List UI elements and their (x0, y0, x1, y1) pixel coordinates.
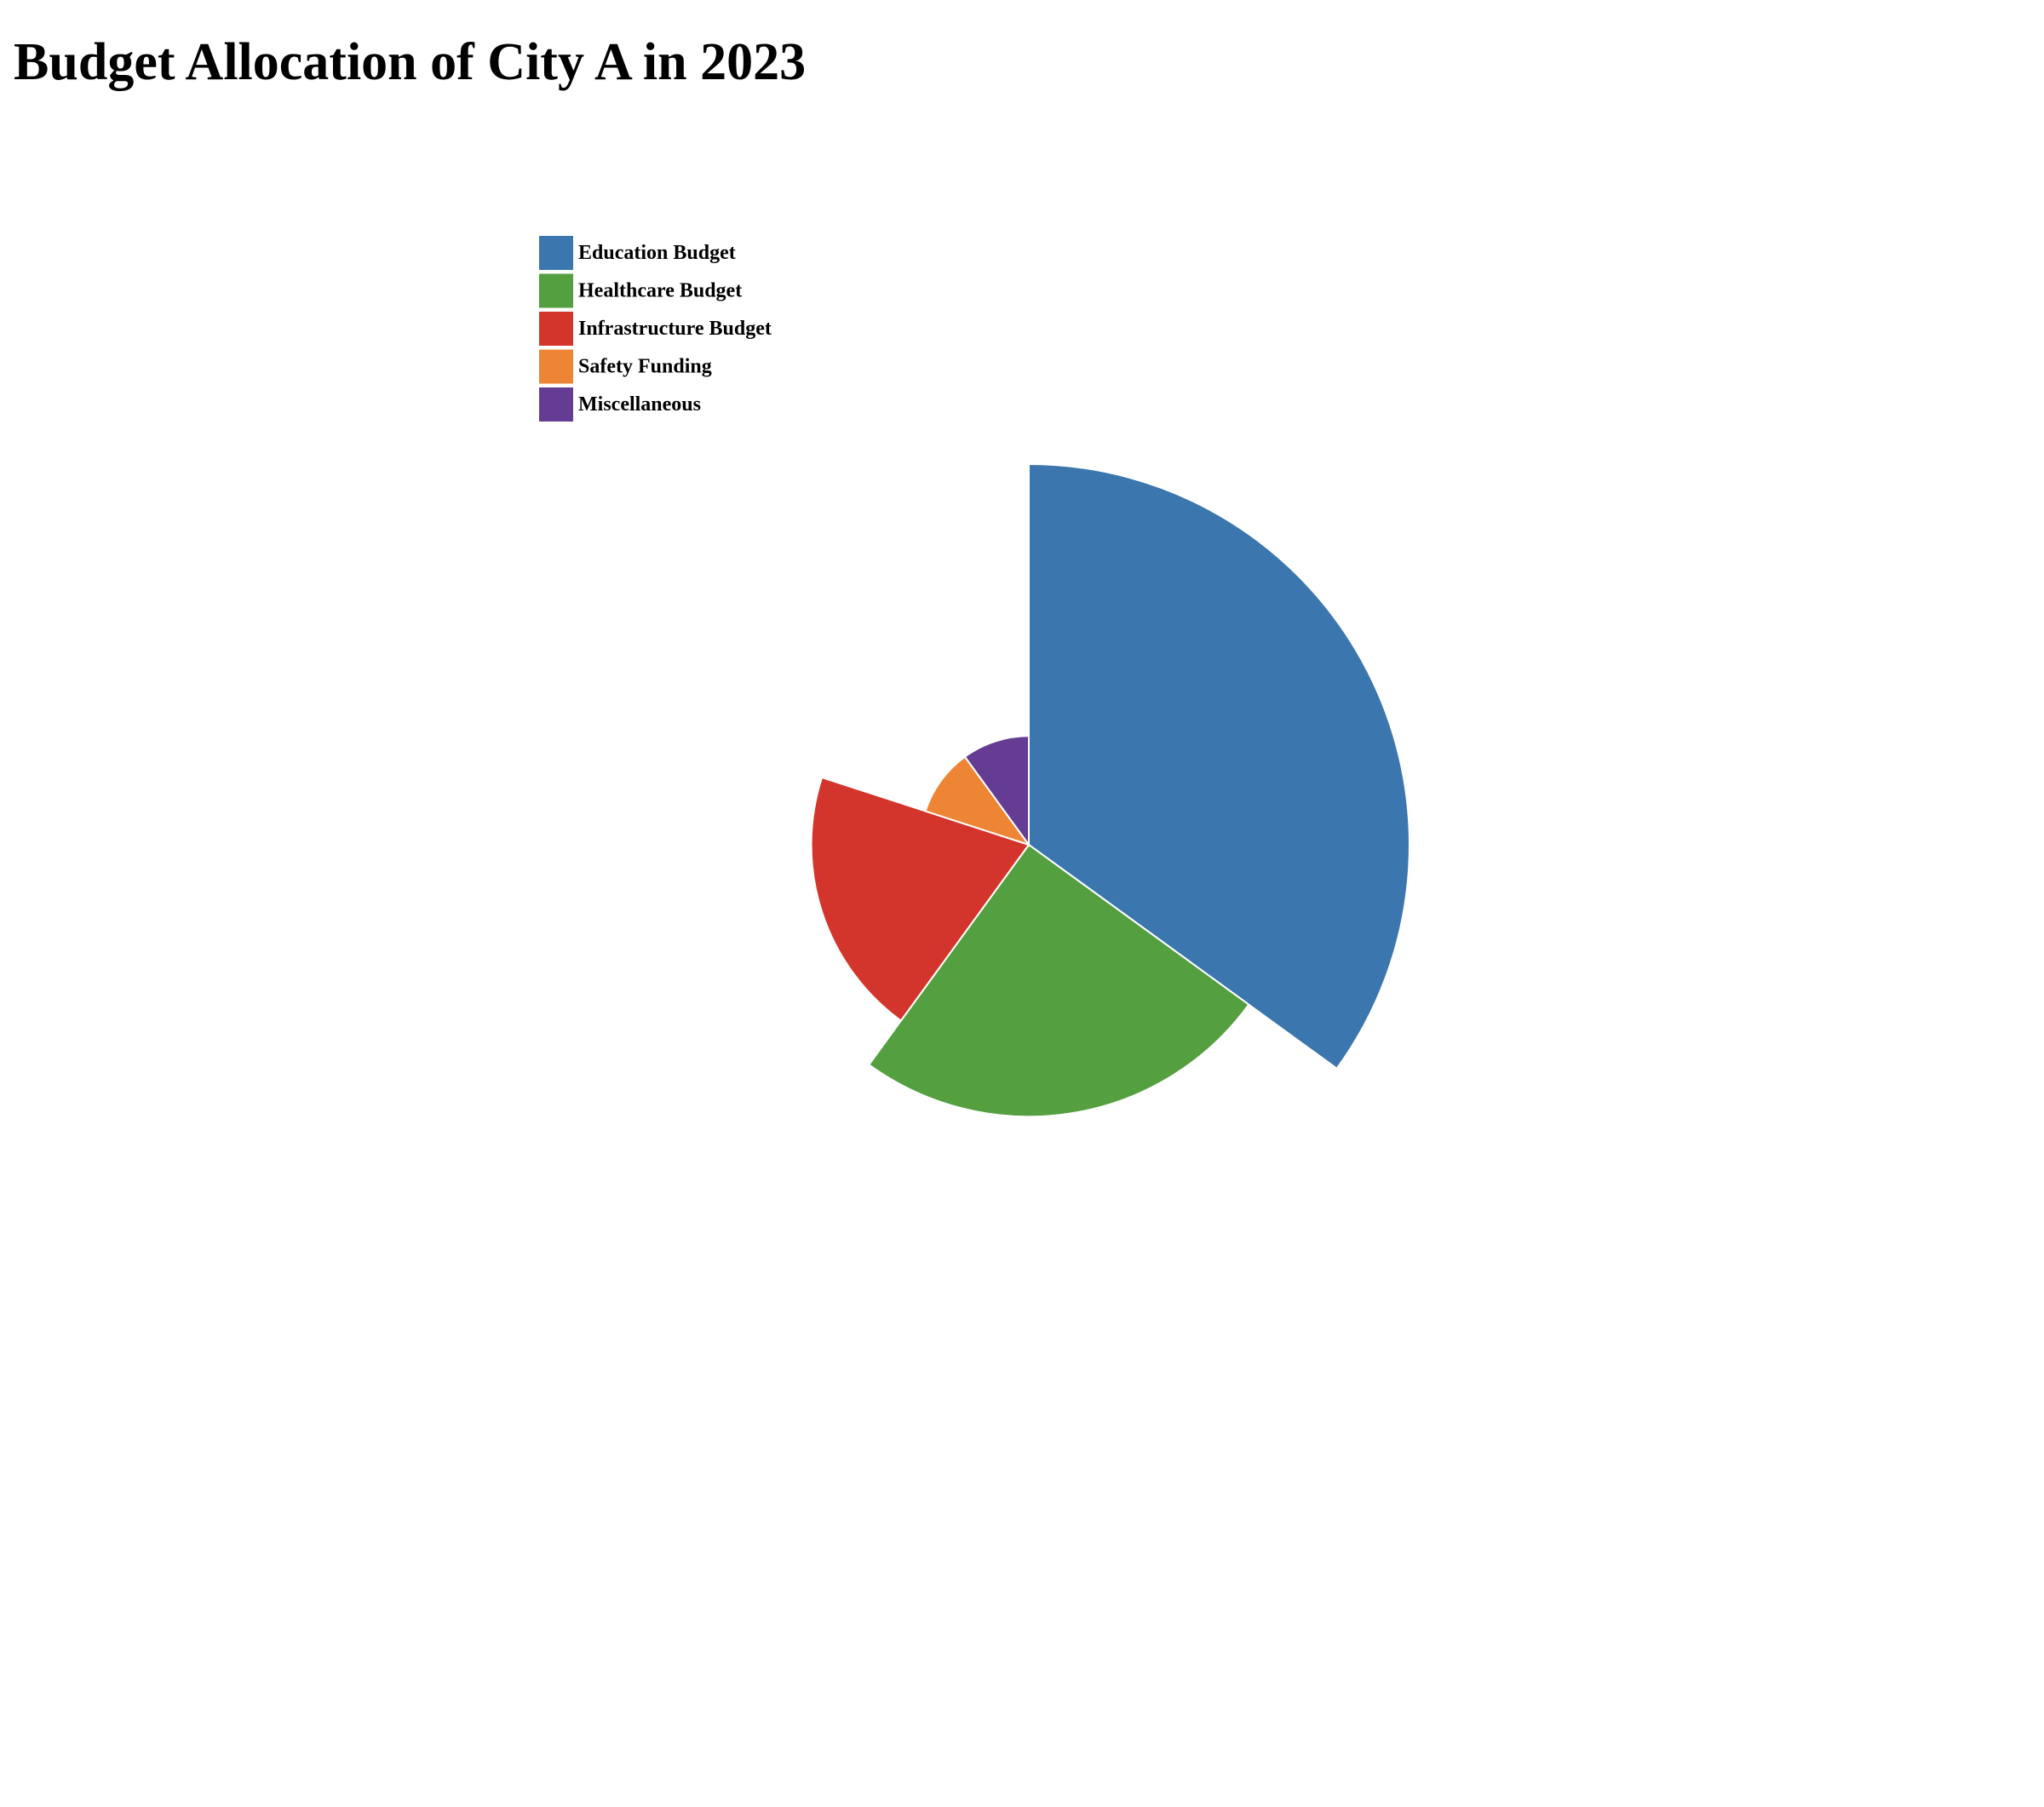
legend-swatch (539, 387, 573, 422)
slice-miscellaneous[interactable] (963, 735, 1030, 848)
legend-label: Healthcare Budget (578, 280, 742, 302)
legend-label: Safety Funding (578, 356, 712, 378)
legend-swatch (539, 312, 573, 346)
legend-swatch (539, 349, 573, 384)
slice-healthcare-budget[interactable] (867, 843, 1250, 1118)
legend-label: Miscellaneous (578, 393, 701, 416)
chart-title: Budget Allocation of City A in 2023 (14, 33, 807, 91)
legend-label: Infrastructure Budget (578, 318, 772, 340)
slice-education-budget[interactable] (1028, 462, 1410, 1070)
legend-swatch (539, 236, 573, 270)
legend-item-education-budget[interactable]: Education Budget (539, 236, 736, 270)
slice-infrastructure-budget[interactable] (810, 776, 1031, 1023)
legend-swatch (539, 273, 573, 308)
legend-item-healthcare-budget[interactable]: Healthcare Budget (539, 273, 742, 308)
legend-item-miscellaneous[interactable]: Miscellaneous (539, 387, 701, 422)
legend-label: Education Budget (578, 242, 736, 264)
slice-safety-funding[interactable] (924, 755, 1031, 846)
chart-legend: Education Budget Healthcare Budget Infrast… (539, 236, 772, 422)
chart-slices (810, 462, 1410, 1118)
legend-item-infrastructure-budget[interactable]: Infrastructure Budget (539, 312, 772, 346)
legend-item-safety-funding[interactable]: Safety Funding (539, 349, 712, 384)
